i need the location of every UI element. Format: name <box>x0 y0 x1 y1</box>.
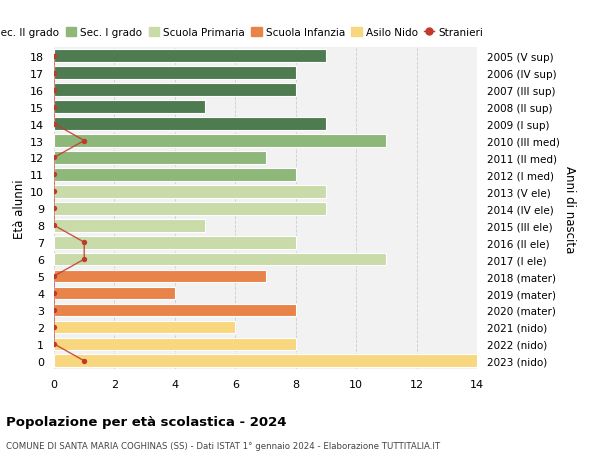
Point <box>49 70 59 77</box>
Bar <box>54 321 235 334</box>
Bar <box>54 270 265 283</box>
Point <box>49 188 59 196</box>
Point <box>49 154 59 162</box>
Bar <box>54 236 296 249</box>
Bar <box>54 101 205 114</box>
Point <box>49 53 59 60</box>
Point <box>49 205 59 213</box>
Bar <box>54 84 296 97</box>
Point <box>49 341 59 348</box>
Y-axis label: Età alunni: Età alunni <box>13 179 26 239</box>
Point <box>49 104 59 111</box>
Point <box>49 222 59 230</box>
Bar <box>54 304 296 317</box>
Point <box>49 324 59 331</box>
Point <box>49 273 59 280</box>
Point <box>49 87 59 94</box>
Bar <box>54 287 175 300</box>
Bar <box>54 355 477 367</box>
Bar <box>54 67 296 80</box>
Bar <box>54 338 296 351</box>
Bar <box>54 202 326 215</box>
Text: COMUNE DI SANTA MARIA COGHINAS (SS) - Dati ISTAT 1° gennaio 2024 - Elaborazione : COMUNE DI SANTA MARIA COGHINAS (SS) - Da… <box>6 441 440 450</box>
Text: Popolazione per età scolastica - 2024: Popolazione per età scolastica - 2024 <box>6 415 287 428</box>
Point <box>79 358 89 365</box>
Point <box>79 138 89 145</box>
Bar <box>54 152 265 164</box>
Bar <box>54 135 386 147</box>
Legend: Sec. II grado, Sec. I grado, Scuola Primaria, Scuola Infanzia, Asilo Nido, Stran: Sec. II grado, Sec. I grado, Scuola Prim… <box>0 26 485 40</box>
Point <box>49 290 59 297</box>
Bar <box>54 169 296 181</box>
Bar <box>54 118 326 131</box>
Point <box>79 256 89 263</box>
Point <box>49 171 59 179</box>
Point <box>49 121 59 128</box>
Bar <box>54 50 326 63</box>
Point <box>49 307 59 314</box>
Bar <box>54 253 386 266</box>
Y-axis label: Anni di nascita: Anni di nascita <box>563 165 576 252</box>
Point <box>79 239 89 246</box>
Bar <box>54 185 326 198</box>
Bar <box>54 219 205 232</box>
